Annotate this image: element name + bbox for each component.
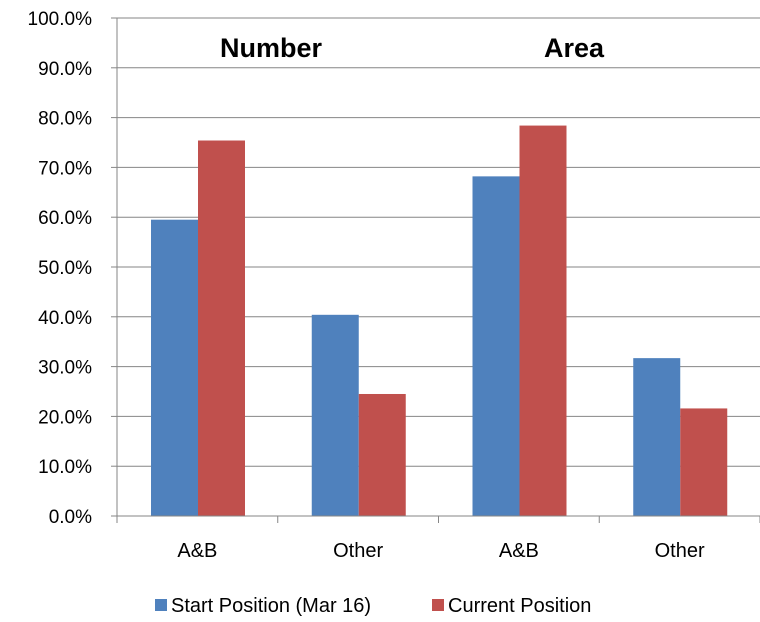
y-tick-label: 50.0% [38, 258, 92, 279]
x-tick-labels: A&B Other A&B Other [177, 540, 705, 562]
y-tick-label: 0.0% [49, 507, 92, 528]
legend-label-current-position: Current Position [448, 595, 591, 617]
y-tick-label: 90.0% [38, 59, 92, 80]
legend-swatch-start-position [155, 599, 167, 611]
bar-start-position [472, 176, 520, 516]
y-tick-label: 100.0% [28, 9, 93, 30]
bar-start-position [151, 219, 198, 516]
y-tick-label: 30.0% [38, 358, 92, 379]
y-tick-label: 70.0% [38, 158, 92, 179]
bars [151, 125, 728, 517]
y-tick-labels: 0.0% 10.0% 20.0% 30.0% 40.0% 50.0% 60.0% 70.0% 8… [28, 9, 93, 528]
x-tick-label: A&B [177, 540, 217, 562]
bar-current-position [198, 140, 245, 516]
axes [116, 18, 760, 523]
y-tick-label: 20.0% [38, 407, 92, 428]
y-tick-label: 10.0% [38, 457, 92, 478]
x-tick-label: A&B [499, 540, 539, 562]
bar-current-position [358, 393, 406, 516]
bar-current-position [519, 125, 567, 517]
x-tick-label: Other [655, 540, 705, 562]
y-tick-label: 60.0% [38, 208, 92, 229]
y-tick-label: 40.0% [38, 308, 92, 329]
x-tick-label: Other [333, 540, 383, 562]
annotation-area: Area [544, 33, 605, 63]
y-tick-label: 80.0% [38, 109, 92, 130]
bar-start-position [311, 314, 359, 516]
legend-label-start-position: Start Position (Mar 16) [171, 595, 371, 617]
annotation-number: Number [220, 33, 323, 63]
legend: Start Position (Mar 16) Current Position [155, 595, 591, 617]
legend-swatch-current-position [432, 599, 444, 611]
bar-current-position [680, 408, 728, 516]
bar-start-position [633, 358, 681, 516]
